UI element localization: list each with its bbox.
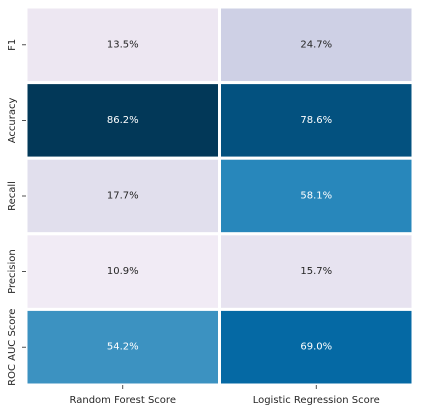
y-tick-label: ROC AUC Score (7, 309, 18, 386)
y-tick-label: Recall (7, 181, 18, 211)
x-tick-label: Random Forest Score (70, 395, 176, 406)
cell-value-label: 13.5% (107, 39, 139, 50)
cell-value-label: 54.2% (107, 342, 139, 353)
heatmap-cell (218, 81, 415, 160)
y-tick-label: F1 (7, 39, 18, 51)
heatmap-cell (218, 5, 415, 85)
y-tick-labels: F1 Accuracy Recall Precision ROC AUC Score (7, 39, 26, 386)
cell-value-label: 78.6% (300, 115, 332, 126)
heatmap-cell (218, 232, 415, 311)
cell-value-label: 58.1% (300, 191, 332, 202)
heatmap-cells: 13.5% 24.7% 86.2% 78.6% 17.7% 58.1% 10.9% 15.7%… (24, 5, 415, 387)
cell-value-label: 10.9% (107, 266, 139, 277)
x-tick-label: Logistic Regression Score (253, 395, 380, 406)
cell-value-label: 69.0% (300, 342, 332, 353)
cell-value-label: 17.7% (107, 191, 139, 202)
cell-value-label: 15.7% (300, 266, 332, 277)
heatmap-cell (218, 307, 415, 387)
heatmap-cell (218, 156, 415, 236)
cell-value-label: 24.7% (300, 39, 332, 50)
y-tick-label: Accuracy (7, 97, 18, 143)
cell-value-label: 86.2% (107, 115, 139, 126)
y-tick-label: Precision (7, 249, 18, 294)
x-tick-labels: Random Forest Score Logistic Regression S… (70, 385, 380, 406)
